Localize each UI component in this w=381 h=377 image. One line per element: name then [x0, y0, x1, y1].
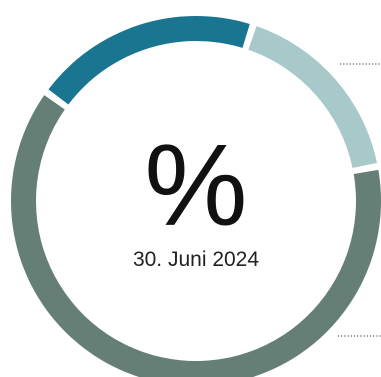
donut-slice-2 — [248, 26, 377, 168]
date-label: 30. Juni 2024 — [133, 248, 259, 271]
donut-slice-1 — [48, 16, 249, 104]
percent-symbol: % — [144, 120, 247, 250]
